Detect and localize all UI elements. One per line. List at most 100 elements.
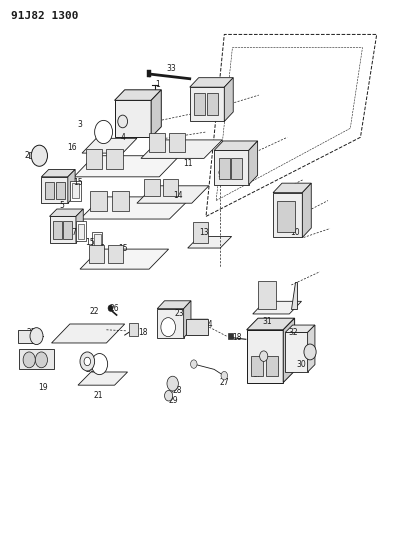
Text: 2: 2 [25,151,30,160]
Bar [228,333,233,340]
Circle shape [30,328,43,344]
Bar [63,221,72,239]
Circle shape [84,357,91,366]
Bar [72,183,79,198]
Polygon shape [49,209,83,216]
Polygon shape [302,183,311,238]
Bar [18,330,37,343]
Circle shape [23,352,35,368]
Polygon shape [41,169,75,177]
Text: 20: 20 [85,365,95,374]
Bar [258,281,276,309]
Text: 6: 6 [100,244,105,253]
Text: 7: 7 [71,228,76,237]
Polygon shape [184,301,191,338]
Bar [157,309,184,338]
Text: 22: 22 [89,307,99,316]
Circle shape [304,344,316,360]
Circle shape [167,376,178,391]
Bar [193,222,208,243]
Circle shape [80,352,95,371]
Text: 31: 31 [262,317,272,326]
Bar [149,133,165,151]
Polygon shape [137,186,209,203]
Polygon shape [82,139,137,153]
Polygon shape [74,156,180,177]
Text: 29: 29 [169,397,178,406]
Polygon shape [115,90,161,100]
Bar [219,158,229,180]
Polygon shape [249,141,258,185]
Polygon shape [253,301,302,314]
Circle shape [260,351,268,361]
Circle shape [35,352,47,368]
Polygon shape [214,141,258,150]
Circle shape [164,391,173,401]
Text: 17: 17 [252,370,262,379]
Text: 15: 15 [73,177,83,187]
Text: 9: 9 [218,169,222,179]
Bar [19,349,54,369]
Text: 13: 13 [199,228,209,237]
Polygon shape [68,169,75,203]
Bar [277,200,295,232]
Text: 33: 33 [166,64,176,73]
Bar [112,191,129,211]
Text: 18: 18 [138,328,148,337]
Text: 16: 16 [67,143,77,152]
Bar [266,356,279,376]
Text: 12: 12 [120,201,129,211]
Circle shape [95,120,112,143]
Text: 8: 8 [199,107,204,116]
Bar [77,224,84,239]
Bar [186,319,208,335]
Circle shape [31,145,47,166]
Text: 19: 19 [39,383,48,392]
Text: 3: 3 [77,119,82,128]
Text: 15: 15 [85,238,95,247]
Polygon shape [76,209,83,243]
Text: 10: 10 [290,228,300,237]
Bar [29,152,40,158]
Circle shape [221,372,227,380]
Circle shape [108,305,113,311]
Text: 14: 14 [173,191,183,200]
Text: 23: 23 [175,310,185,319]
Bar [147,70,151,77]
Polygon shape [247,318,295,330]
Bar [231,158,242,180]
Bar [108,245,123,263]
Bar [169,133,185,151]
Polygon shape [308,325,315,372]
Circle shape [91,353,108,375]
Bar [89,245,104,263]
Text: 27: 27 [220,378,229,387]
Text: 11: 11 [183,159,192,168]
Bar [70,181,81,200]
Bar [251,356,263,376]
Polygon shape [80,249,169,269]
Text: 15: 15 [118,244,127,253]
Text: 91J82 1300: 91J82 1300 [11,11,78,21]
Text: 26: 26 [110,304,119,313]
Circle shape [118,115,128,128]
Bar [194,93,205,115]
Bar [273,192,302,238]
Bar [90,191,107,211]
Bar [92,232,102,252]
Bar [86,149,102,169]
Bar [41,177,68,203]
Polygon shape [273,183,311,192]
Bar [162,179,178,196]
Text: 5: 5 [59,201,64,211]
Bar [285,333,308,372]
Bar [76,221,86,241]
Bar [106,149,123,169]
Text: 28: 28 [173,386,182,395]
Polygon shape [157,301,191,309]
Polygon shape [206,35,377,216]
Bar [129,323,138,336]
Bar [144,179,160,196]
Polygon shape [188,237,232,248]
Polygon shape [283,318,295,383]
